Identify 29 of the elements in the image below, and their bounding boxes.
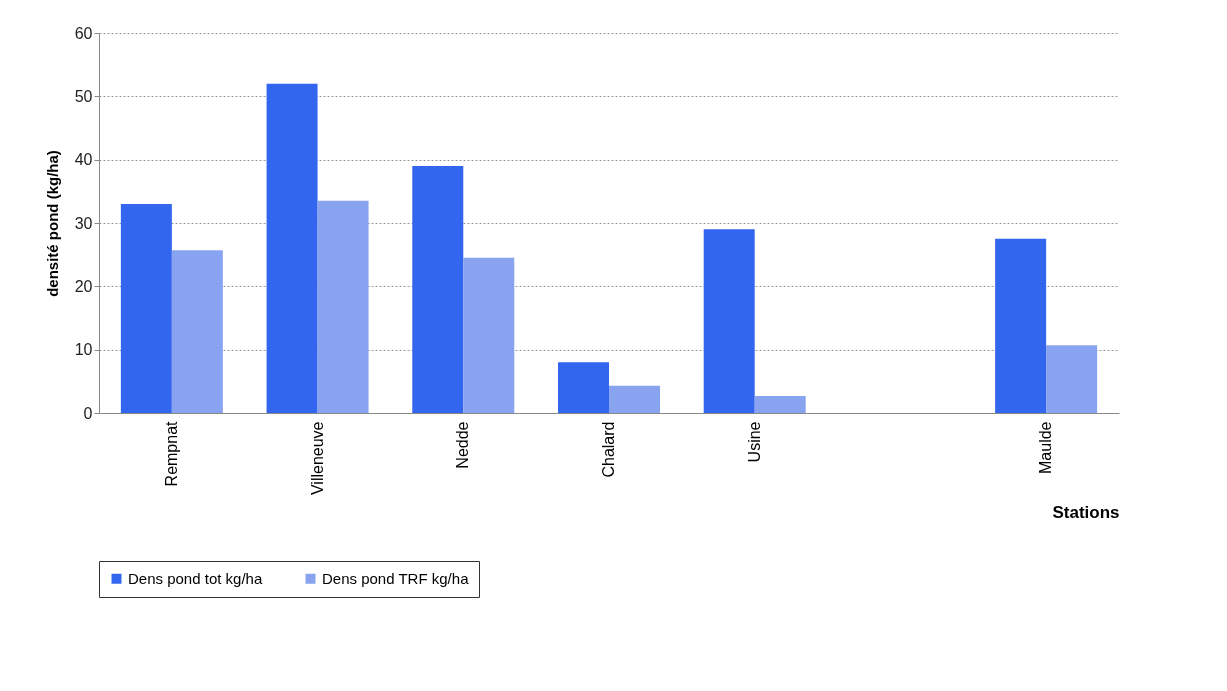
- bar: [266, 83, 318, 413]
- x-tick-label: Usine: [745, 421, 763, 463]
- bar: [609, 385, 660, 413]
- bar: [558, 362, 609, 413]
- y-tick-label: 10: [74, 341, 93, 359]
- legend-label: Dens pond tot kg/ha: [128, 569, 263, 587]
- y-tick-label: 30: [74, 214, 93, 232]
- x-tick-label: Rempnat: [162, 420, 180, 487]
- bar: [171, 250, 223, 413]
- y-tick-label: 0: [83, 404, 93, 422]
- bar: [317, 200, 369, 413]
- y-axis-title: densité pond (kg/ha): [43, 150, 61, 297]
- bar: [703, 229, 755, 413]
- y-tick-label: 60: [74, 24, 93, 42]
- bar: [995, 238, 1047, 413]
- legend-label: Dens pond TRF kg/ha: [322, 569, 470, 587]
- x-tick-label: Chalard: [600, 421, 617, 478]
- bar: [1046, 345, 1098, 413]
- x-axis-title: Stations: [1052, 503, 1120, 523]
- y-tick-label: 40: [74, 151, 93, 169]
- x-tick-label: Nedde: [454, 421, 472, 469]
- bar: [754, 395, 806, 413]
- bar: [412, 166, 464, 413]
- x-tick-label: Villeneuve: [308, 421, 326, 496]
- bar: [120, 204, 172, 413]
- y-tick-label: 50: [74, 87, 93, 105]
- x-tick-label: Maulde: [1037, 421, 1055, 474]
- y-tick-label: 20: [74, 277, 93, 295]
- bar: [463, 257, 515, 413]
